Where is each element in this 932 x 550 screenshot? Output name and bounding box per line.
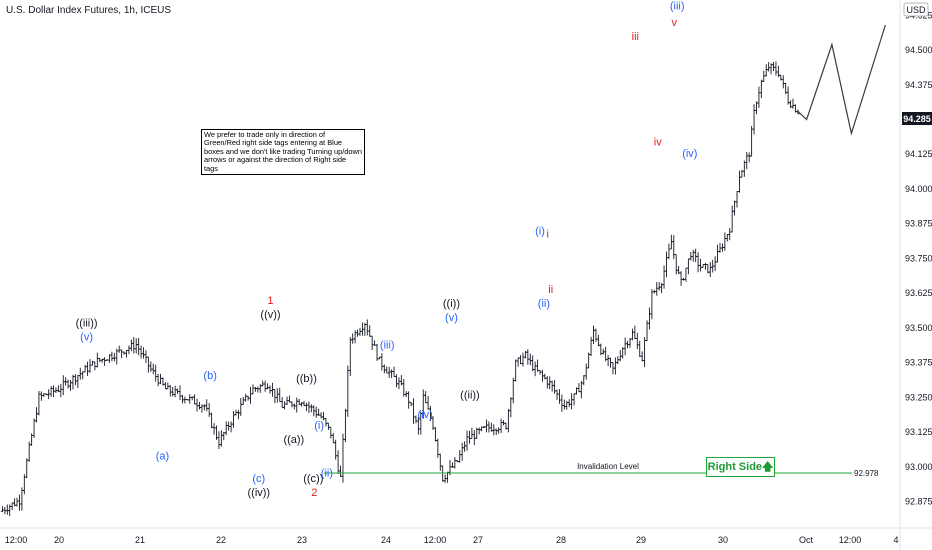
y-tick-label: 93.875 (905, 219, 932, 229)
price-axis: 94.62594.50094.37594.25094.12594.00093.8… (905, 10, 932, 506)
x-tick-label: 12:00 (5, 535, 28, 545)
y-tick-label: 94.375 (905, 80, 932, 90)
x-tick-label: 29 (636, 535, 646, 545)
x-tick-label: 21 (135, 535, 145, 545)
last-price-tag (902, 112, 932, 125)
wave-label: ii (548, 284, 553, 296)
wave-label: (v) (80, 331, 93, 343)
x-tick-label: 30 (718, 535, 728, 545)
x-tick-label: 4 (893, 535, 898, 545)
y-tick-label: 94.000 (905, 184, 932, 194)
wave-label: iii (632, 31, 639, 43)
y-tick-label: 94.500 (905, 45, 932, 55)
y-tick-label: 93.250 (905, 392, 932, 402)
x-tick-label: 20 (54, 535, 64, 545)
y-tick-label: 93.375 (905, 358, 932, 368)
currency-badge[interactable] (903, 2, 929, 17)
last-price-value: 94.285 (903, 114, 931, 124)
y-tick-label: 93.000 (905, 462, 932, 472)
wave-label: (c) (252, 473, 265, 485)
arrow-up-icon: 🡅 (762, 461, 774, 473)
wave-label: iv (654, 137, 662, 149)
y-tick-label: 93.500 (905, 323, 932, 333)
wave-labels: ((iii)) (v) (a) (b) 1 ((v)) (c) ((iv)) ((b)) ((a)… (76, 1, 698, 499)
wave-label: (i) (535, 226, 545, 238)
y-tick-label: 93.125 (905, 427, 932, 437)
x-tick-label: 24 (381, 535, 391, 545)
wave-label: ((i)) (443, 298, 460, 310)
wave-label: (b) (203, 370, 216, 382)
invalidation-label: Invalidation Level (577, 462, 639, 471)
wave-label: (iii) (380, 340, 395, 352)
wave-label: (iv) (682, 148, 697, 160)
candles (0, 61, 800, 517)
wave-label: ((ii)) (460, 390, 480, 402)
wave-label: (ii) (538, 298, 550, 310)
currency-label: USD (906, 5, 926, 15)
x-tick-label: 23 (297, 535, 307, 545)
projection-line (797, 24, 886, 136)
wave-label: ((iv)) (248, 487, 271, 499)
projection-path (797, 24, 886, 136)
y-tick-label: 93.625 (905, 288, 932, 298)
wave-label: ((b)) (296, 373, 317, 385)
right-side-label: Right Side (707, 461, 763, 473)
wave-label: (iii) (670, 1, 685, 13)
wave-label: i (547, 228, 549, 240)
time-axis: 12:00 20 21 22 23 24 12:00 27 28 29 30 Oct 12:00 4 (5, 535, 899, 545)
wave-label: (v) (445, 312, 458, 324)
trading-note: We prefer to trade only in direction of … (201, 129, 365, 176)
x-tick-label: 12:00 (839, 535, 862, 545)
wave-label: ((c)) (303, 473, 323, 485)
wave-label: ((iii)) (76, 317, 98, 329)
wave-label: (iv) (418, 409, 433, 421)
wave-label: (a) (156, 451, 169, 463)
x-tick-label: 12:00 (424, 535, 447, 545)
x-tick-label: 28 (556, 535, 566, 545)
x-tick-label: 22 (216, 535, 226, 545)
wave-label: ((a)) (283, 434, 304, 446)
wave-label: (ii) (321, 467, 333, 479)
y-tick-label: 93.750 (905, 253, 932, 263)
right-side-tag: Right Side🡅 (706, 457, 775, 477)
wave-label: v (672, 17, 678, 29)
invalidation-value: 92.978 (854, 469, 879, 478)
wave-label: (i) (314, 420, 324, 432)
invalidation-line: Invalidation Level 92.978 (324, 462, 879, 478)
x-tick-label: Oct (799, 535, 814, 545)
wave-label: 2 (311, 487, 317, 499)
x-tick-label: 27 (473, 535, 483, 545)
y-tick-label: 92.875 (905, 497, 932, 507)
chart-title: U.S. Dollar Index Futures, 1h, ICEUS (6, 5, 171, 16)
wave-label: ((v)) (260, 309, 280, 321)
wave-label: 1 (267, 295, 273, 307)
y-tick-label: 94.125 (905, 149, 932, 159)
